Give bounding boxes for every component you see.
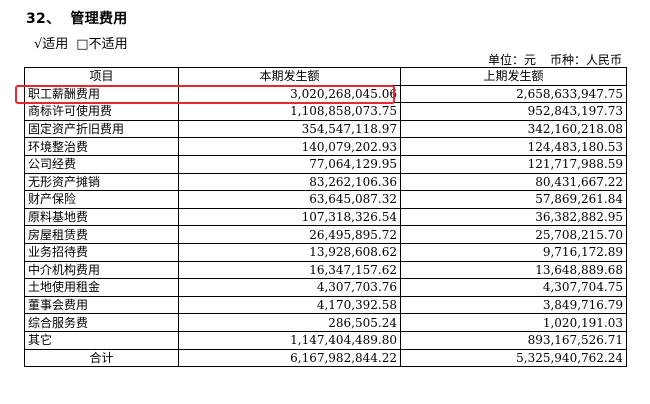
table-row: 环境整治费 140,079,202.93 124,483,180.53	[24, 137, 627, 156]
row-previous-amount: 3,849,716.79	[400, 295, 627, 315]
row-previous-amount: 4,307,704.75	[400, 278, 627, 297]
row-previous-amount: 13,648,889.68	[400, 260, 627, 280]
row-item: 土地使用租金	[24, 278, 179, 297]
row-previous-amount: 57,869,261.84	[400, 190, 627, 209]
row-previous-amount: 2,658,633,947.75	[400, 84, 627, 104]
row-current-amount: 3,020,268,045.06	[178, 84, 401, 104]
table-row: 职工薪酬费用 3,020,268,045.06 2,658,633,947.75	[24, 84, 627, 104]
row-previous-amount: 893,167,526.71	[400, 330, 627, 350]
total-row: 合计 6,167,982,844.22 5,325,940,762.24	[24, 348, 627, 368]
row-previous-amount: 952,843,197.73	[400, 102, 627, 121]
expense-table: 项目 本期发生额 上期发生额 职工薪酬费用 3,020,268,045.06 2…	[24, 67, 627, 368]
table-row: 公司经费 77,064,129.95 121,717,988.59	[24, 154, 627, 174]
row-item: 财产保险	[24, 190, 179, 209]
row-current-amount: 1,108,858,073.75	[178, 102, 401, 121]
applicable-option: √适用	[34, 37, 69, 52]
header-current-period: 本期发生额	[178, 67, 401, 86]
row-item: 环境整治费	[24, 137, 179, 156]
row-current-amount: 354,547,118.97	[178, 119, 401, 139]
total-label: 合计	[24, 348, 179, 368]
table-row: 原料基地费 107,318,326.54 36,382,882.95	[24, 207, 627, 227]
table-row: 董事会费用 4,170,392.58 3,849,716.79	[24, 295, 627, 315]
row-item: 综合服务费	[24, 313, 179, 332]
row-item: 固定资产折旧费用	[24, 119, 179, 139]
table-row: 固定资产折旧费用 354,547,118.97 342,160,218.08	[24, 119, 627, 139]
table-row: 财产保险 63,645,087.32 57,869,261.84	[24, 190, 627, 209]
row-current-amount: 63,645,087.32	[178, 190, 401, 209]
unit-label: 单位：元	[487, 53, 536, 67]
row-item: 房屋租赁费	[24, 225, 179, 244]
section-number: 32、	[26, 11, 61, 27]
header-item: 项目	[24, 67, 179, 86]
row-previous-amount: 36,382,882.95	[400, 207, 627, 227]
row-item: 董事会费用	[24, 295, 179, 315]
unit-line: 单位：元 币种：人民币	[488, 51, 622, 68]
table-row: 业务招待费 13,928,608.62 9,716,172.89	[24, 242, 627, 262]
row-current-amount: 83,262,106.36	[178, 172, 401, 192]
row-current-amount: 140,079,202.93	[178, 137, 401, 156]
table-header-row: 项目 本期发生额 上期发生额	[24, 67, 627, 86]
row-item: 无形资产摊销	[24, 172, 179, 192]
total-previous-amount: 5,325,940,762.24	[400, 348, 627, 368]
row-item: 商标许可使用费	[24, 102, 179, 121]
row-current-amount: 4,170,392.58	[178, 295, 401, 315]
row-current-amount: 77,064,129.95	[178, 154, 401, 174]
row-item: 原料基地费	[24, 207, 179, 227]
row-current-amount: 286,505.24	[178, 313, 401, 332]
row-current-amount: 4,307,703.76	[178, 278, 401, 297]
section-title: 管理费用	[70, 11, 128, 27]
currency-label: 币种：人民币	[549, 53, 622, 67]
row-item: 业务招待费	[24, 242, 179, 262]
table-row: 综合服务费 286,505.24 1,020,191.03	[24, 313, 627, 332]
section-heading: 32、 管理费用	[26, 8, 128, 28]
row-previous-amount: 9,716,172.89	[400, 242, 627, 262]
row-current-amount: 1,147,404,489.80	[178, 330, 401, 350]
row-previous-amount: 124,483,180.53	[400, 137, 627, 156]
row-current-amount: 13,928,608.62	[178, 242, 401, 262]
table-row: 其它 1,147,404,489.80 893,167,526.71	[24, 330, 627, 350]
row-previous-amount: 342,160,218.08	[400, 119, 627, 139]
row-item: 公司经费	[24, 154, 179, 174]
table-row: 土地使用租金 4,307,703.76 4,307,704.75	[24, 278, 627, 297]
row-previous-amount: 121,717,988.59	[400, 154, 627, 174]
table-row: 商标许可使用费 1,108,858,073.75 952,843,197.73	[24, 102, 627, 121]
row-previous-amount: 25,708,215.70	[400, 225, 627, 244]
row-current-amount: 107,318,326.54	[178, 207, 401, 227]
row-previous-amount: 1,020,191.03	[400, 313, 627, 332]
total-current-amount: 6,167,982,844.22	[178, 348, 401, 368]
table-row: 无形资产摊销 83,262,106.36 80,431,667.22	[24, 172, 627, 192]
table-row: 中介机构费用 16,347,157.62 13,648,889.68	[24, 260, 627, 280]
row-item: 其它	[24, 330, 179, 350]
row-current-amount: 26,495,895.72	[178, 225, 401, 244]
row-previous-amount: 80,431,667.22	[400, 172, 627, 192]
row-current-amount: 16,347,157.62	[178, 260, 401, 280]
table-row: 房屋租赁费 26,495,895.72 25,708,215.70	[24, 225, 627, 244]
row-item: 职工薪酬费用	[24, 84, 179, 104]
header-previous-period: 上期发生额	[400, 67, 627, 86]
not-applicable-option: □不适用	[76, 37, 128, 52]
applicability-options: √适用 □不适用	[34, 33, 128, 52]
row-item: 中介机构费用	[24, 260, 179, 280]
